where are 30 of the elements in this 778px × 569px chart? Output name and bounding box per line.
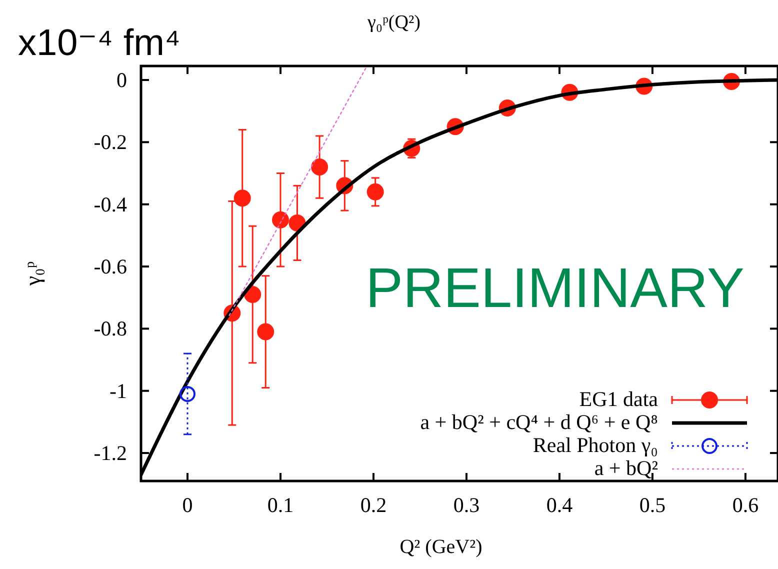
legend-label: a + bQ²: [594, 456, 658, 480]
legend-label: Real Photon γ₀: [532, 433, 658, 457]
point: [234, 190, 251, 207]
y-tick-label: -1.2: [94, 441, 127, 466]
x-tick-label: 0: [182, 493, 193, 517]
point: [244, 286, 262, 303]
y-axis-title: γ₀ᵖ: [20, 261, 45, 287]
point: [366, 183, 384, 200]
x-tick-label: 0.3: [453, 493, 480, 517]
y-tick-label: -0.8: [94, 316, 127, 341]
legend-label: a + bQ² + cQ⁴ + d Q⁶ + e Q⁸: [420, 410, 658, 434]
legend-label: EG1 data: [579, 387, 659, 411]
y-tick-label: 0: [116, 68, 127, 92]
y-tick-label: -1: [110, 378, 127, 403]
chart-title: γ₀ᵖ(Q²): [366, 12, 421, 33]
point: [179, 386, 196, 402]
x-tick-label: 0.2: [360, 493, 387, 517]
x-tick-label: 0.1: [267, 493, 294, 517]
point: [272, 211, 289, 228]
text: x10⁻⁴ fm⁴: [18, 22, 180, 63]
y-tick-label: -0.4: [94, 192, 128, 216]
x-tick-label: 0.6: [732, 493, 759, 517]
annotation: PRELIMINARY: [366, 256, 744, 319]
y-tick-label: -0.2: [94, 130, 127, 154]
point: [257, 323, 274, 340]
point: [311, 158, 328, 176]
x-axis-title: Q² (GeV²): [400, 536, 482, 558]
y-tick-label: -0.6: [94, 254, 127, 279]
x-tick-label: 0.4: [546, 493, 574, 517]
x-tick-label: 0.5: [639, 493, 666, 517]
